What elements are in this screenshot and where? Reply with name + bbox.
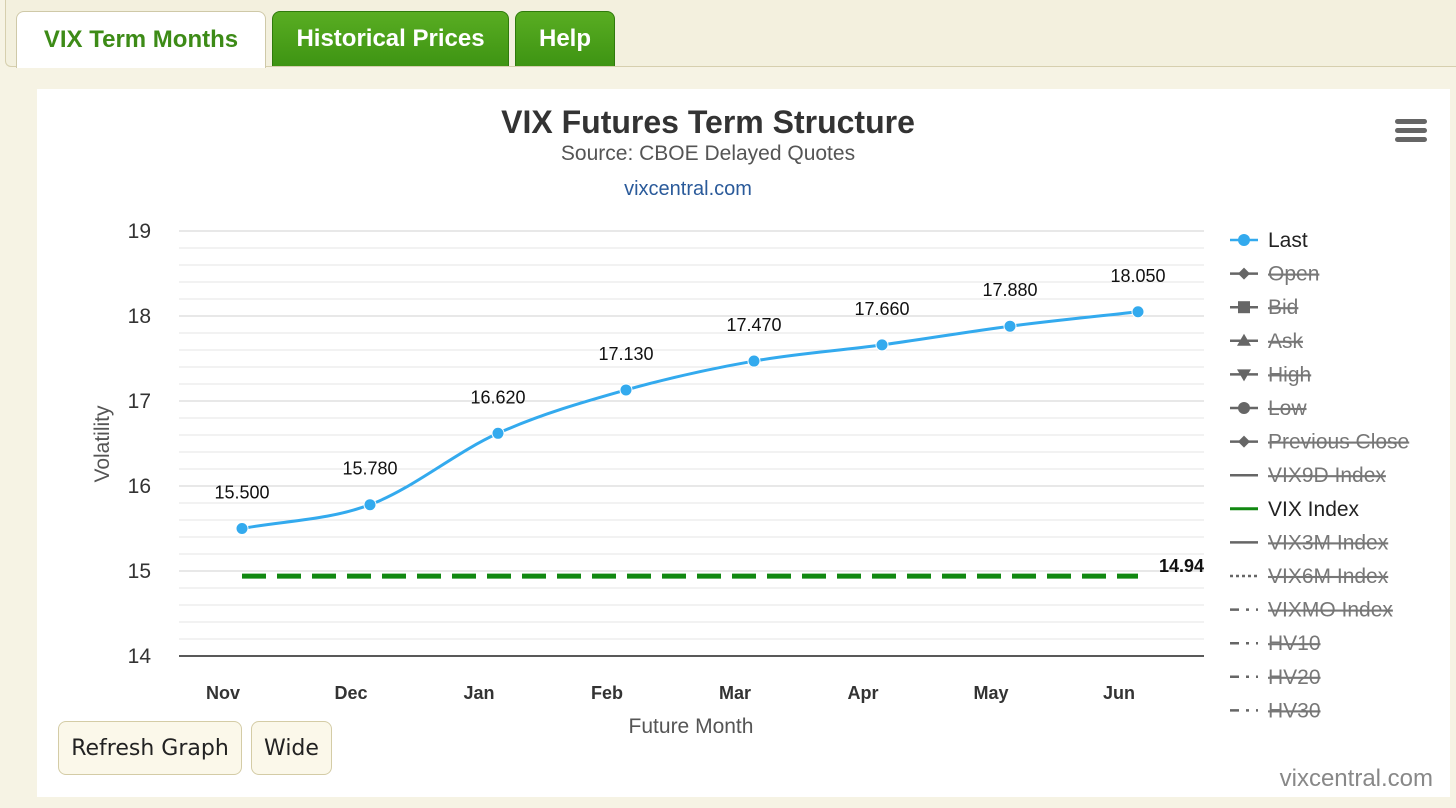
legend-label: Bid <box>1268 296 1298 319</box>
last-series-point <box>1003 319 1017 333</box>
last-series-data-label: 16.620 <box>470 387 525 407</box>
legend-label: VIX3M Index <box>1268 531 1389 554</box>
y-axis: 14 15 16 17 18 19 <box>128 220 152 668</box>
legend-marker <box>1238 267 1250 280</box>
legend-label: HV20 <box>1268 666 1321 689</box>
last-series-data-label: 18.050 <box>1110 266 1165 286</box>
legend-label: VIX Index <box>1268 498 1360 521</box>
last-series-line <box>241 310 1139 530</box>
legend-item[interactable]: Open <box>1230 263 1319 286</box>
legend-marker <box>1237 369 1251 382</box>
chart-panel: VIX Futures Term Structure Source: CBOE … <box>37 89 1450 797</box>
legend-marker <box>1238 301 1250 314</box>
last-series-data-label: 17.660 <box>854 299 909 319</box>
tab-vix-term-months[interactable]: VIX Term Months <box>16 11 266 68</box>
legend-item[interactable]: VIX6M Index <box>1230 565 1389 588</box>
tab-historical-prices[interactable]: Historical Prices <box>272 11 509 66</box>
chart-legend: Last Open Bid Ask High Low Previous Close VIX9D… <box>1230 229 1409 722</box>
legend-item[interactable]: VIX3M Index <box>1230 531 1389 554</box>
legend-item[interactable]: VIXMO Index <box>1230 599 1393 622</box>
last-series-point <box>1131 305 1145 319</box>
last-series-point <box>491 426 505 440</box>
legend-marker <box>1238 234 1250 246</box>
legend-item[interactable]: Bid <box>1230 296 1298 319</box>
legend-item[interactable]: HV20 <box>1230 666 1321 689</box>
y-tick-label: 15 <box>128 560 151 583</box>
vix-index-data-label: 14.94 <box>1159 556 1204 576</box>
x-tick-label: Apr <box>848 683 879 703</box>
last-series-data-label: 17.470 <box>726 315 781 335</box>
legend-item[interactable]: VIX9D Index <box>1230 464 1386 487</box>
last-series-point <box>363 498 377 512</box>
legend-label: Low <box>1268 397 1307 420</box>
legend-marker <box>1237 333 1251 346</box>
x-axis: Nov Dec Jan Feb Mar Apr May Jun <box>206 683 1135 703</box>
legend-marker <box>1238 402 1250 414</box>
legend-label: Previous Close <box>1268 431 1409 454</box>
y-tick-label: 18 <box>128 305 151 328</box>
grid-lines <box>179 230 1204 657</box>
legend-label: High <box>1268 363 1311 386</box>
x-tick-label: Jun <box>1103 683 1135 703</box>
tab-bar: VIX Term Months Historical Prices Help <box>5 0 1456 68</box>
y-tick-label: 17 <box>128 390 151 413</box>
legend-item[interactable]: Last <box>1230 229 1308 252</box>
x-tick-label: Mar <box>719 683 751 703</box>
last-series-data-label: 15.780 <box>342 459 397 479</box>
last-series-point <box>747 354 761 368</box>
vix-index-series: 14.94 <box>242 556 1204 579</box>
y-axis-label: Volatility <box>91 405 114 483</box>
chart-title: VIX Futures Term Structure <box>501 104 915 140</box>
x-tick-label: Nov <box>206 683 240 703</box>
legend-label: Open <box>1268 263 1319 286</box>
y-tick-label: 16 <box>128 475 151 498</box>
legend-item[interactable]: Ask <box>1230 330 1304 353</box>
credit-text: vixcentral.com <box>1279 765 1433 792</box>
term-structure-chart: VIX Futures Term Structure Source: CBOE … <box>91 104 1409 738</box>
legend-item[interactable]: High <box>1230 363 1311 386</box>
legend-label: VIX9D Index <box>1268 464 1386 487</box>
x-tick-label: Dec <box>334 683 367 703</box>
legend-item[interactable]: HV30 <box>1230 699 1321 722</box>
legend-label: Last <box>1268 229 1308 252</box>
x-tick-label: Feb <box>591 683 623 703</box>
last-series-data-label: 17.130 <box>598 344 653 364</box>
legend-item[interactable]: Previous Close <box>1230 431 1409 454</box>
last-series: 15.500 15.780 16.620 17.130 17.470 17.660 17.8… <box>214 266 1166 535</box>
chart-source-link[interactable]: vixcentral.com <box>624 178 752 200</box>
legend-label: Ask <box>1268 330 1304 353</box>
last-series-point <box>875 338 889 352</box>
last-series-point <box>619 383 633 397</box>
y-tick-label: 19 <box>128 220 151 243</box>
wide-button[interactable]: Wide <box>251 721 332 775</box>
legend-item[interactable]: Low <box>1230 397 1307 420</box>
x-axis-label: Future Month <box>629 715 754 738</box>
legend-item[interactable]: HV10 <box>1230 632 1321 655</box>
x-tick-label: Jan <box>463 683 494 703</box>
legend-label: VIXMO Index <box>1268 599 1393 622</box>
legend-label: HV10 <box>1268 632 1321 655</box>
y-tick-label: 14 <box>128 645 152 668</box>
legend-item[interactable]: VIX Index <box>1230 498 1360 521</box>
chart-menu-icon[interactable] <box>1395 119 1427 145</box>
legend-marker <box>1238 435 1250 448</box>
legend-label: HV30 <box>1268 699 1321 722</box>
x-tick-label: May <box>973 683 1008 703</box>
last-series-data-label: 17.880 <box>982 280 1037 300</box>
refresh-graph-button[interactable]: Refresh Graph <box>58 721 242 775</box>
legend-label: VIX6M Index <box>1268 565 1389 588</box>
chart-subtitle: Source: CBOE Delayed Quotes <box>561 142 855 165</box>
last-series-point <box>235 522 249 535</box>
tab-help[interactable]: Help <box>515 11 615 66</box>
last-series-data-label: 15.500 <box>214 483 269 503</box>
